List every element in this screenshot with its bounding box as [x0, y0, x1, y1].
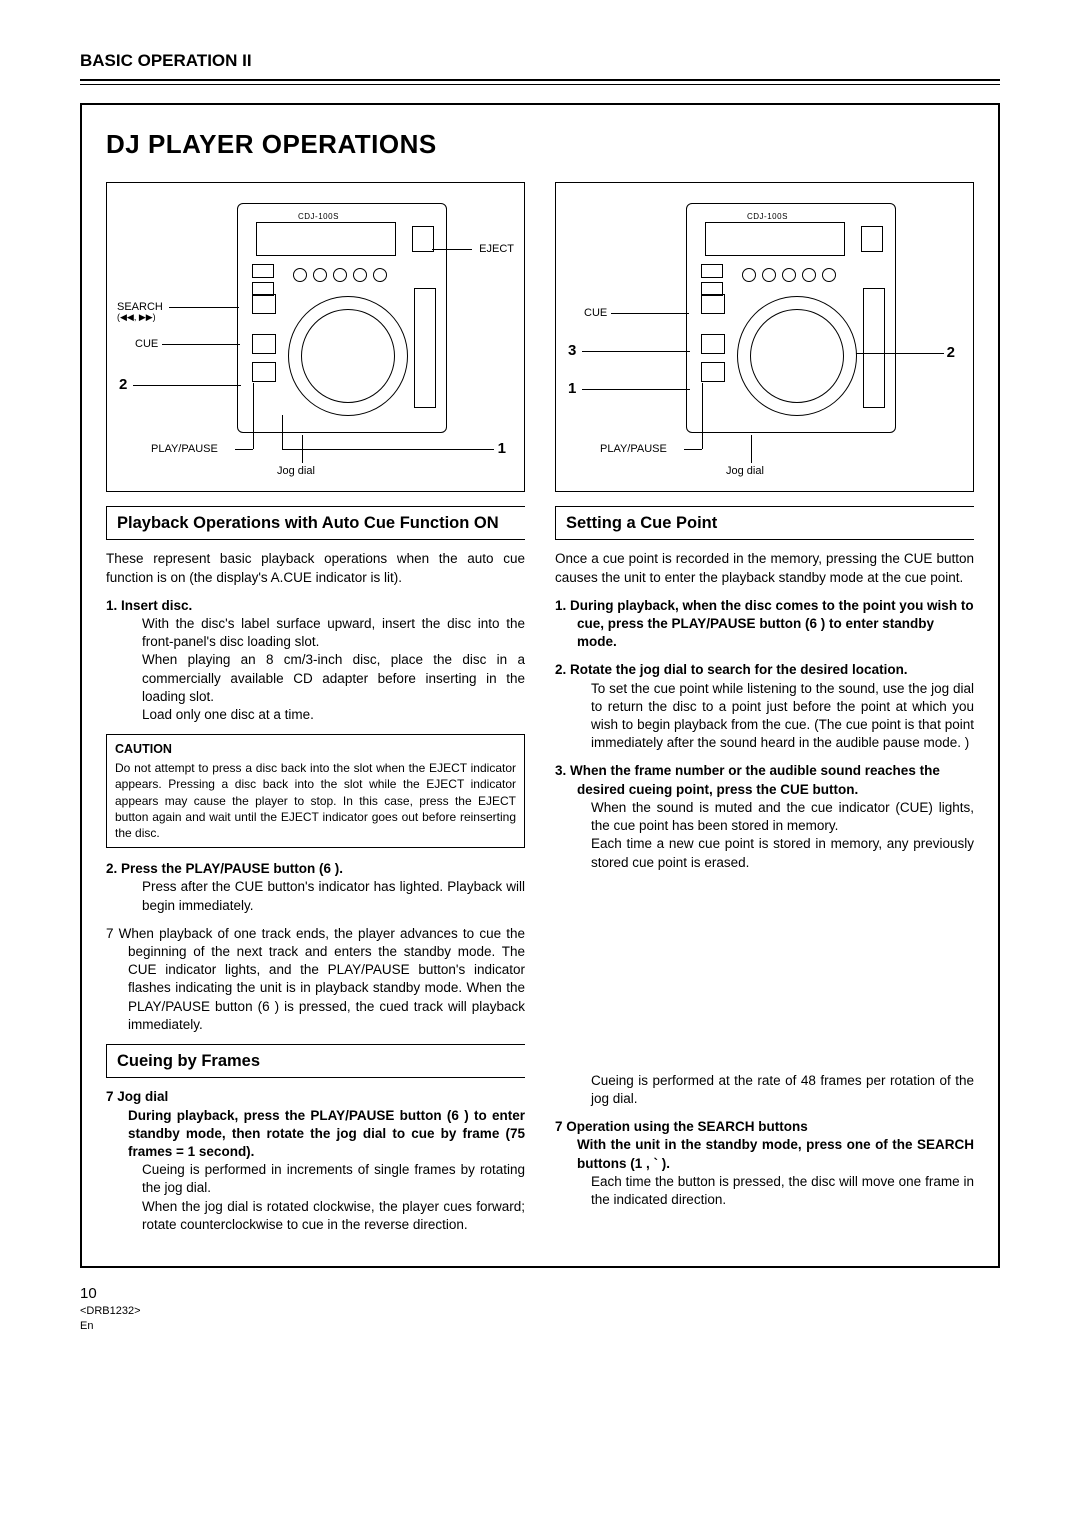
search-bold: With the unit in the standby mode, press…	[555, 1136, 974, 1172]
subhead-text2: Cueing by Frames	[117, 1050, 515, 1072]
jog-dial-section: 7 Jog dial During playback, press the PL…	[106, 1088, 525, 1234]
jog-bold: During playback, press the PLAY/PAUSE bu…	[106, 1107, 525, 1162]
bullet-advance: 7 When playback of one track ends, the p…	[106, 925, 525, 1034]
jog-head: 7 Jog dial	[106, 1088, 525, 1106]
step1-body: With the disc's label surface upward, in…	[106, 615, 525, 724]
callout-num3-r: 3	[568, 343, 576, 360]
subhead-cueing: Cueing by Frames	[106, 1044, 525, 1078]
diagram-right: CDJ-100S CUE 3 1 2	[555, 182, 974, 492]
caution-head: CAUTION	[115, 741, 516, 758]
rstep-2: 2. Rotate the jog dial to search for the…	[555, 661, 974, 752]
callout-jogdial: Jog dial	[277, 465, 315, 477]
rstep1-head: 1. During playback, when the disc comes …	[555, 597, 974, 652]
callout-playpause-r: PLAY/PAUSE	[600, 443, 667, 455]
caution-box: CAUTION Do not attempt to press a disc b…	[106, 734, 525, 848]
step1-head: 1. Insert disc.	[106, 597, 525, 615]
right-column: CDJ-100S CUE 3 1 2	[555, 182, 974, 1244]
search-section: 7 Operation using the SEARCH buttons Wit…	[555, 1118, 974, 1209]
double-rule	[80, 79, 1000, 85]
device-illustration: CDJ-100S	[237, 203, 447, 433]
doc-code: <DRB1232>	[80, 1304, 1000, 1319]
intro-right: Once a cue point is recorded in the memo…	[555, 550, 974, 586]
callout-num2-r: 2	[947, 345, 955, 362]
lang-code: En	[80, 1319, 1000, 1334]
subhead-text: Playback Operations with Auto Cue Functi…	[117, 512, 515, 534]
callout-jogdial-r: Jog dial	[726, 465, 764, 477]
rstep2-head: 2. Rotate the jog dial to search for the…	[555, 661, 974, 679]
rstep3-body: When the sound is muted and the cue indi…	[555, 799, 974, 872]
jog-body: Cueing is performed in increments of sin…	[106, 1161, 525, 1234]
subhead-text3: Setting a Cue Point	[566, 512, 964, 534]
callout-playpause: PLAY/PAUSE	[151, 443, 218, 455]
diagram-left: CDJ-100S EJECT SEARCH (◀◀, ▶▶)	[106, 182, 525, 492]
step2-head: 2. Press the PLAY/PAUSE button (6 ).	[106, 860, 525, 878]
rate-body: Cueing is performed at the rate of 48 fr…	[555, 1072, 974, 1108]
device-illustration-right: CDJ-100S	[686, 203, 896, 433]
callout-eject: EJECT	[479, 243, 514, 255]
callout-search-symbols: (◀◀, ▶▶)	[117, 313, 156, 323]
callout-num2: 2	[119, 377, 127, 394]
callout-cue: CUE	[135, 338, 158, 350]
section-header: BASIC OPERATION II	[80, 50, 1000, 73]
bullet1-body: 7 When playback of one track ends, the p…	[106, 925, 525, 1034]
rstep-3: 3. When the frame number or the audible …	[555, 762, 974, 871]
callout-cue-r: CUE	[584, 307, 607, 319]
step-2: 2. Press the PLAY/PAUSE button (6 ). Pre…	[106, 860, 525, 915]
page-footer: 10 <DRB1232> En	[80, 1284, 1000, 1334]
rate-info: Cueing is performed at the rate of 48 fr…	[555, 1072, 974, 1108]
page-number: 10	[80, 1284, 1000, 1304]
step-1: 1. Insert disc. With the disc's label su…	[106, 597, 525, 725]
subhead-setting-cue: Setting a Cue Point	[555, 506, 974, 540]
rstep3-head: 3. When the frame number or the audible …	[555, 762, 974, 798]
page-title: DJ PLAYER OPERATIONS	[106, 127, 974, 162]
search-head: 7 Operation using the SEARCH buttons	[555, 1118, 974, 1136]
content-frame: DJ PLAYER OPERATIONS CDJ-100S EJEC	[80, 103, 1000, 1268]
search-body: Each time the button is pressed, the dis…	[555, 1173, 974, 1209]
rstep2-body: To set the cue point while listening to …	[555, 680, 974, 753]
subhead-playback: Playback Operations with Auto Cue Functi…	[106, 506, 525, 540]
callout-num1: 1	[498, 441, 506, 458]
left-column: CDJ-100S EJECT SEARCH (◀◀, ▶▶)	[106, 182, 525, 1244]
rstep-1: 1. During playback, when the disc comes …	[555, 597, 974, 652]
intro-left: These represent basic playback operation…	[106, 550, 525, 586]
caution-body: Do not attempt to press a disc back into…	[115, 760, 516, 841]
callout-num1-r: 1	[568, 381, 576, 398]
step2-body: Press after the CUE button's indicator h…	[106, 878, 525, 914]
